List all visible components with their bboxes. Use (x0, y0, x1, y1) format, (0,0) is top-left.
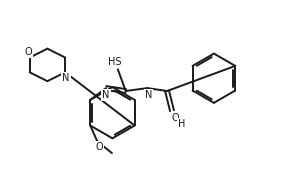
Text: O: O (95, 142, 103, 152)
Text: O: O (171, 113, 179, 123)
Text: N: N (145, 90, 152, 100)
Text: HS: HS (108, 58, 122, 68)
Text: H: H (178, 119, 186, 129)
Text: O: O (25, 47, 32, 57)
Text: N: N (102, 90, 110, 100)
Text: N: N (62, 73, 70, 83)
